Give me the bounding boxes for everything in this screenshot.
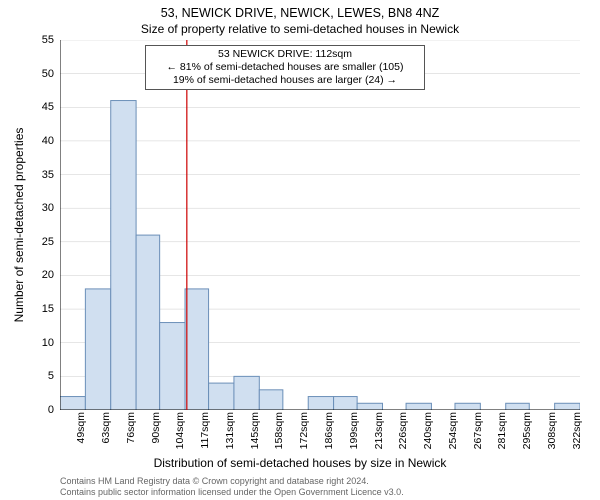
x-tick-label: 145sqm xyxy=(249,412,261,449)
x-tick-label: 213sqm xyxy=(373,412,385,449)
annotation-line3: 19% of semi-detached houses are larger (… xyxy=(150,74,420,87)
chart-title-main: 53, NEWICK DRIVE, NEWICK, LEWES, BN8 4NZ xyxy=(161,6,440,20)
annotation-line1: 53 NEWICK DRIVE: 112sqm xyxy=(150,48,420,61)
x-tick-label: 49sqm xyxy=(75,412,87,444)
y-tick-label: 40 xyxy=(42,135,54,147)
annotation-box: 53 NEWICK DRIVE: 112sqm ← 81% of semi-de… xyxy=(145,45,425,90)
chart-container: 53, NEWICK DRIVE, NEWICK, LEWES, BN8 4NZ… xyxy=(0,0,600,500)
x-tick-label: 117sqm xyxy=(199,412,211,449)
y-tick-label: 10 xyxy=(42,337,54,349)
x-tick-label: 104sqm xyxy=(174,412,186,449)
x-tick-label: 76sqm xyxy=(125,412,137,444)
footer-line-2: Contains public sector information licen… xyxy=(60,487,404,497)
x-tick-label: 158sqm xyxy=(273,412,285,449)
x-tick-label: 308sqm xyxy=(546,412,558,449)
x-tick-label: 131sqm xyxy=(224,412,236,449)
y-axis-title: Number of semi-detached properties xyxy=(12,128,26,323)
y-tick-label: 5 xyxy=(48,370,54,382)
plot-area xyxy=(60,40,580,410)
y-tick-label: 50 xyxy=(42,68,54,80)
x-tick-label: 267sqm xyxy=(472,412,484,449)
y-tick-label: 15 xyxy=(42,303,54,315)
y-tick-label: 0 xyxy=(48,404,54,416)
x-tick-label: 90sqm xyxy=(150,412,162,444)
footer-line-1: Contains HM Land Registry data © Crown c… xyxy=(60,476,369,486)
y-tick-label: 20 xyxy=(42,269,54,281)
x-tick-label: 199sqm xyxy=(348,412,360,449)
x-tick-label: 322sqm xyxy=(571,412,583,449)
y-tick-label: 55 xyxy=(42,34,54,46)
y-tick-label: 45 xyxy=(42,101,54,113)
x-tick-label: 281sqm xyxy=(496,412,508,449)
x-axis-title: Distribution of semi-detached houses by … xyxy=(154,456,447,470)
y-tick-label: 35 xyxy=(42,169,54,181)
x-tick-label: 226sqm xyxy=(397,412,409,449)
chart-title-sub: Size of property relative to semi-detach… xyxy=(141,22,459,36)
annotation-line2: ← 81% of semi-detached houses are smalle… xyxy=(150,61,420,74)
x-tick-label: 295sqm xyxy=(521,412,533,449)
x-tick-label: 254sqm xyxy=(447,412,459,449)
x-tick-label: 172sqm xyxy=(298,412,310,449)
x-tick-label: 240sqm xyxy=(422,412,434,449)
y-tick-label: 30 xyxy=(42,202,54,214)
x-tick-label: 63sqm xyxy=(100,412,112,444)
x-tick-label: 186sqm xyxy=(323,412,335,449)
y-tick-label: 25 xyxy=(42,236,54,248)
